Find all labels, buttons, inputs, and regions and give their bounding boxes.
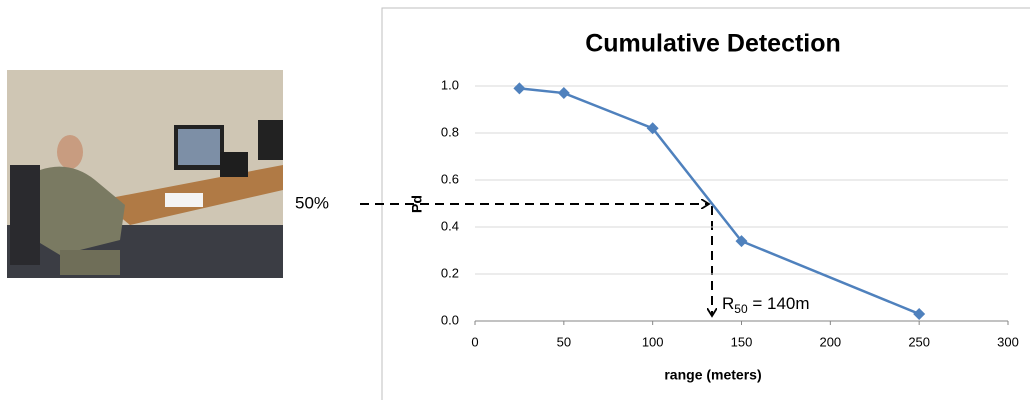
r50-base: R (722, 294, 734, 313)
data-point (558, 87, 570, 99)
photo (7, 70, 283, 278)
x-tick-label: 250 (908, 334, 930, 349)
y-tick-label: 0.2 (441, 265, 459, 280)
r50-label: R50 = 140m (722, 294, 810, 316)
x-tick-label: 150 (731, 334, 753, 349)
y-tick-label: 1.0 (441, 77, 459, 92)
r50-rest: = 140m (748, 294, 810, 313)
y-tick-label: 0.6 (441, 171, 459, 186)
x-tick-label: 0 (471, 334, 478, 349)
data-line (519, 88, 919, 314)
x-tick-label: 100 (642, 334, 664, 349)
chart-title: Cumulative Detection (585, 30, 841, 58)
y-tick-label: 0.4 (441, 218, 459, 233)
x-tick-label: 300 (997, 334, 1019, 349)
r50-sub: 50 (734, 302, 748, 316)
y-tick-label: 0.0 (441, 312, 459, 327)
page: {"chart_data": {"type": "line", "title":… (0, 0, 1035, 402)
x-tick-label: 200 (819, 334, 841, 349)
chart: Cumulative Detection range (meters) Pd 5… (0, 0, 1035, 402)
x-axis-title: range (meters) (664, 367, 761, 383)
y-tick-label: 0.8 (441, 124, 459, 139)
x-tick-label: 50 (557, 334, 571, 349)
data-point (913, 308, 925, 320)
data-point (513, 82, 525, 94)
threshold-label: 50% (295, 193, 329, 212)
